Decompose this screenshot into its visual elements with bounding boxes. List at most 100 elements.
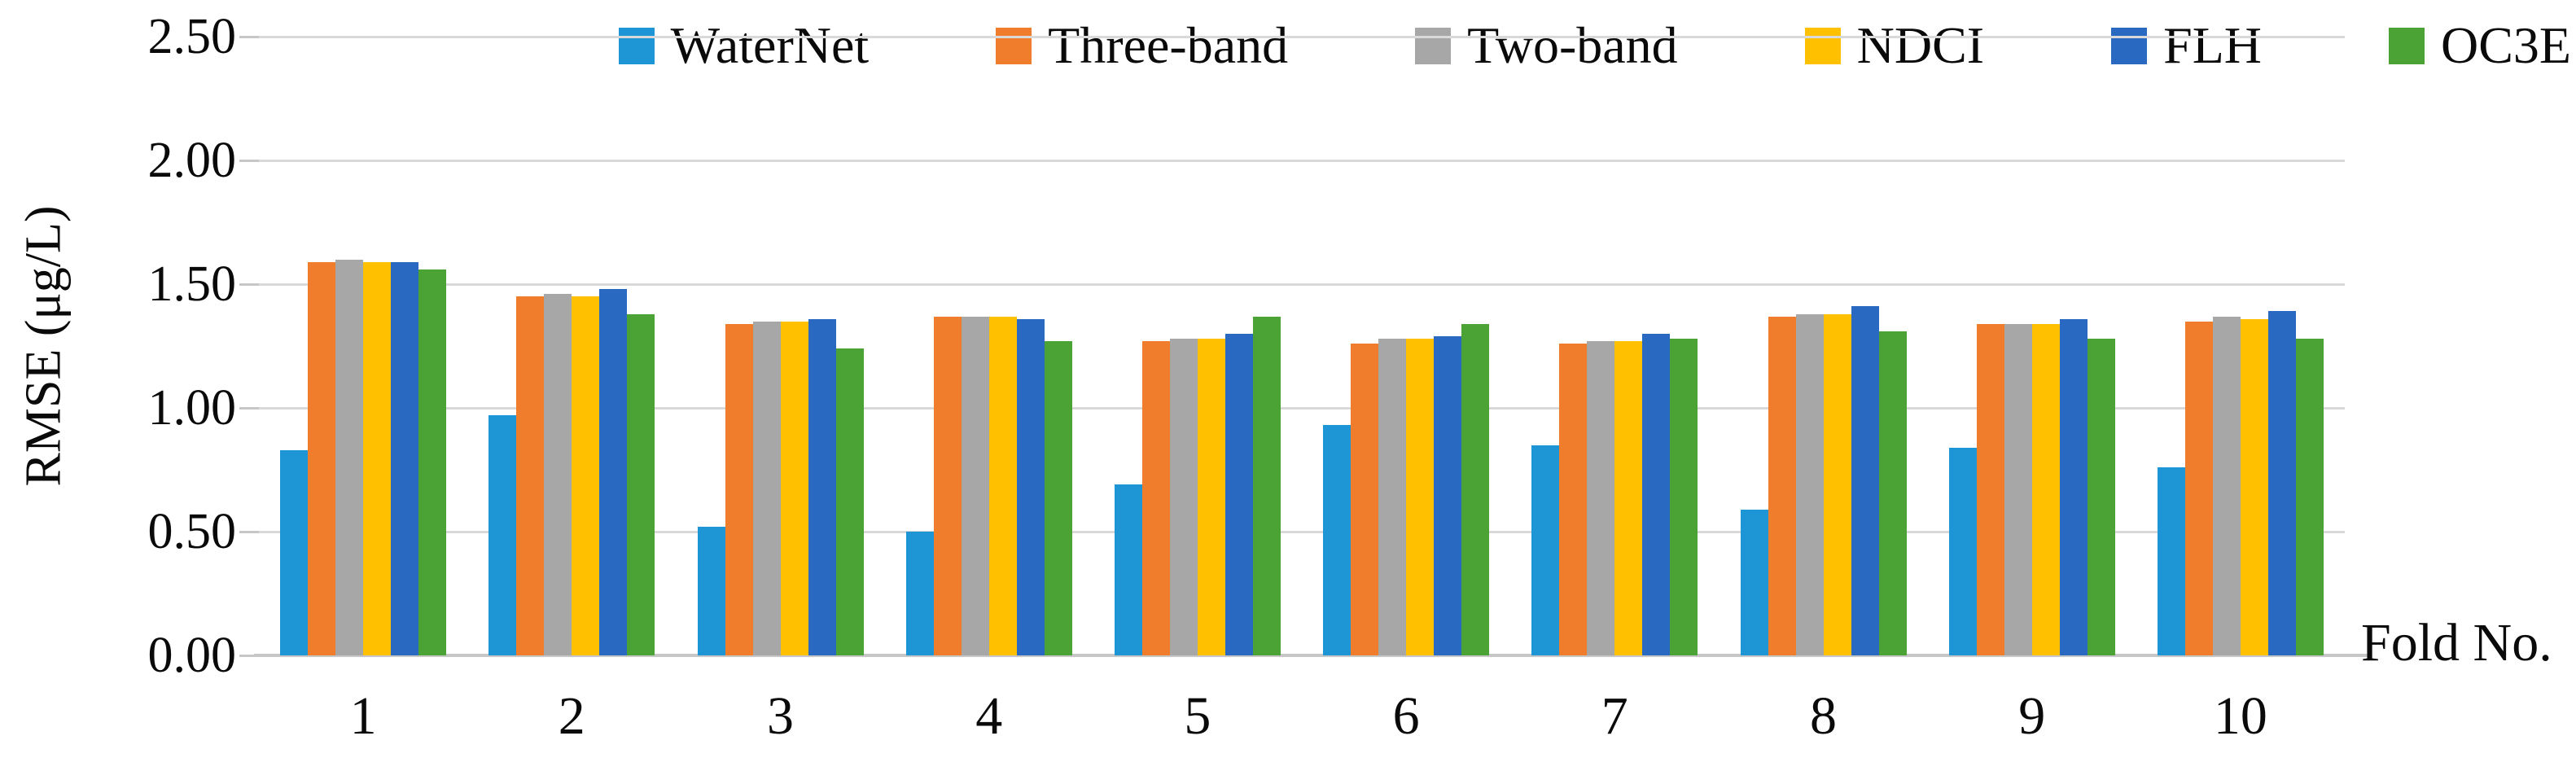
bar-waternet-fold-4 xyxy=(905,532,934,655)
bar-ndci-fold-5 xyxy=(1197,338,1225,655)
gridline-1.00 xyxy=(259,406,2345,410)
bar-two-band-fold-7 xyxy=(1587,340,1615,655)
bar-oc3e-fold-8 xyxy=(1878,331,1907,655)
x-axis-title: Fold No. xyxy=(2361,613,2552,672)
legend-label-oc3e: OC3E xyxy=(2441,16,2571,75)
legend-swatch-two-band xyxy=(1415,27,1452,64)
bar-oc3e-fold-4 xyxy=(1044,340,1072,655)
gridline-1.50 xyxy=(259,283,2345,286)
bar-flh-fold-6 xyxy=(1434,335,1462,655)
bar-oc3e-fold-3 xyxy=(835,348,864,655)
y-tick-mark-0.00 xyxy=(239,654,259,657)
bar-ndci-fold-2 xyxy=(572,296,600,655)
fold-label-5: 5 xyxy=(1184,686,1211,746)
bar-waternet-fold-8 xyxy=(1740,509,1768,655)
bar-ndci-fold-7 xyxy=(1614,340,1643,655)
bar-flh-fold-1 xyxy=(391,261,419,655)
legend-item-oc3e: OC3E xyxy=(2389,16,2571,75)
plot-area xyxy=(254,35,2368,657)
bar-two-band-fold-2 xyxy=(544,294,572,655)
bar-three-band-fold-10 xyxy=(2184,321,2213,655)
bar-flh-fold-8 xyxy=(1851,306,1879,655)
bar-three-band-fold-4 xyxy=(933,316,962,655)
bar-ndci-fold-3 xyxy=(780,321,808,655)
bar-two-band-fold-3 xyxy=(752,321,781,655)
legend-label-ndci: NDCI xyxy=(1856,16,1985,75)
bar-waternet-fold-1 xyxy=(280,449,309,655)
bar-flh-fold-5 xyxy=(1224,333,1253,655)
y-tick-mark-2.00 xyxy=(239,159,259,162)
bar-flh-fold-3 xyxy=(808,318,836,655)
bar-flh-fold-9 xyxy=(2059,318,2088,655)
legend-swatch-waternet xyxy=(618,27,655,64)
legend-swatch-oc3e xyxy=(2389,27,2425,64)
bar-two-band-fold-5 xyxy=(1169,338,1198,655)
bar-two-band-fold-8 xyxy=(1795,313,1824,655)
bar-ndci-fold-1 xyxy=(363,261,392,655)
legend-swatch-ndci xyxy=(1804,27,1841,64)
legend-label-flh: FLH xyxy=(2163,16,2262,75)
fold-label-10: 10 xyxy=(2213,686,2267,746)
y-tick-label-1.00: 1.00 xyxy=(147,380,237,436)
legend-item-two-band: Two-band xyxy=(1415,16,1678,75)
bar-waternet-fold-5 xyxy=(1114,484,1142,655)
bar-waternet-fold-6 xyxy=(1323,425,1352,655)
bar-oc3e-fold-2 xyxy=(627,313,655,655)
bar-flh-fold-10 xyxy=(2267,311,2296,655)
legend-label-two-band: Two-band xyxy=(1467,16,1678,75)
legend-swatch-flh xyxy=(2111,27,2148,64)
fold-label-8: 8 xyxy=(1810,686,1837,746)
bar-flh-fold-7 xyxy=(1642,333,1671,655)
gridline-2.50 xyxy=(259,35,2345,38)
bar-two-band-fold-6 xyxy=(1378,338,1407,655)
bar-waternet-fold-9 xyxy=(1948,447,1977,655)
bar-ndci-fold-6 xyxy=(1406,338,1435,655)
y-tick-label-0.50: 0.50 xyxy=(147,504,237,559)
bar-waternet-fold-3 xyxy=(697,526,725,655)
bar-ndci-fold-8 xyxy=(1823,313,1851,655)
bar-oc3e-fold-10 xyxy=(2295,338,2324,655)
fold-label-6: 6 xyxy=(1392,686,1420,746)
bar-three-band-fold-6 xyxy=(1351,344,1379,655)
fold-label-2: 2 xyxy=(558,686,585,746)
x-axis-line xyxy=(254,654,2368,657)
fold-label-4: 4 xyxy=(975,686,1003,746)
bar-two-band-fold-10 xyxy=(2212,316,2241,655)
y-axis-title: RMSE (μg/L) xyxy=(15,205,72,487)
legend-label-waternet: WaterNet xyxy=(670,16,870,75)
y-tick-label-2.50: 2.50 xyxy=(147,9,237,64)
legend-item-three-band: Three-band xyxy=(996,16,1289,75)
chart-legend: WaterNet Three-band Two-band NDCI FLH OC3E xyxy=(589,10,2571,81)
fold-label-1: 1 xyxy=(349,686,377,746)
y-tick-mark-1.50 xyxy=(239,283,259,286)
bar-two-band-fold-1 xyxy=(335,259,364,655)
y-tick-label-1.50: 1.50 xyxy=(147,256,237,312)
bar-two-band-fold-9 xyxy=(2004,323,2032,655)
bar-flh-fold-4 xyxy=(1016,318,1045,655)
legend-label-three-band: Three-band xyxy=(1048,16,1289,75)
bar-oc3e-fold-9 xyxy=(2087,338,2115,655)
bar-three-band-fold-3 xyxy=(725,323,753,655)
bar-oc3e-fold-5 xyxy=(1252,316,1281,655)
bar-oc3e-fold-7 xyxy=(1670,338,1698,655)
y-tick-mark-1.00 xyxy=(239,406,259,410)
legend-item-flh: FLH xyxy=(2111,16,2262,75)
bar-waternet-fold-7 xyxy=(1531,445,1560,655)
bar-ndci-fold-9 xyxy=(2031,323,2060,655)
bar-waternet-fold-2 xyxy=(488,415,517,655)
bar-oc3e-fold-1 xyxy=(418,269,447,655)
bar-three-band-fold-7 xyxy=(1559,344,1588,655)
bar-three-band-fold-9 xyxy=(1976,323,2004,655)
bar-three-band-fold-1 xyxy=(308,261,336,655)
bar-ndci-fold-10 xyxy=(2240,318,2268,655)
y-tick-label-0.00: 0.00 xyxy=(147,628,237,683)
bar-three-band-fold-5 xyxy=(1141,340,1170,655)
gridline-2.00 xyxy=(259,159,2345,162)
y-tick-mark-2.50 xyxy=(239,35,259,38)
fold-label-7: 7 xyxy=(1601,686,1628,746)
bar-waternet-fold-10 xyxy=(2157,467,2185,655)
y-tick-mark-0.50 xyxy=(239,530,259,533)
bar-oc3e-fold-6 xyxy=(1461,323,1490,655)
gridline-0.50 xyxy=(259,530,2345,533)
